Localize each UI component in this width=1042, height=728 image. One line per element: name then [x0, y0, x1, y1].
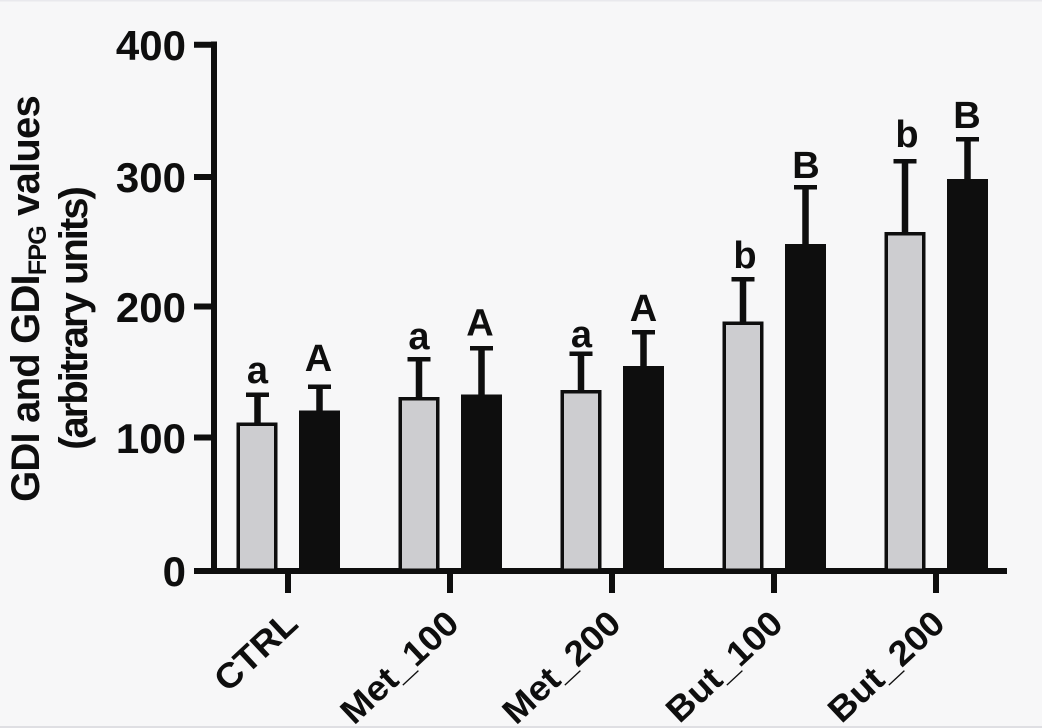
- svg-text:400: 400: [116, 22, 186, 69]
- svg-text:a: a: [571, 314, 593, 356]
- svg-text:A: A: [305, 338, 332, 380]
- svg-text:b: b: [733, 235, 756, 277]
- svg-text:A: A: [466, 303, 493, 345]
- svg-text:B: B: [792, 145, 819, 187]
- svg-text:a: a: [247, 350, 269, 392]
- svg-text:B: B: [953, 95, 980, 137]
- svg-text:a: a: [408, 316, 430, 358]
- svg-text:100: 100: [116, 415, 186, 462]
- svg-text:b: b: [895, 114, 918, 156]
- svg-text:300: 300: [116, 154, 186, 201]
- svg-text:0: 0: [163, 548, 186, 595]
- svg-text:GDI and GDIFPG values: GDI and GDIFPG values: [4, 96, 52, 502]
- svg-text:(arbitrary units): (arbitrary units): [52, 188, 96, 450]
- svg-text:A: A: [630, 288, 657, 330]
- svg-text:200: 200: [116, 284, 186, 331]
